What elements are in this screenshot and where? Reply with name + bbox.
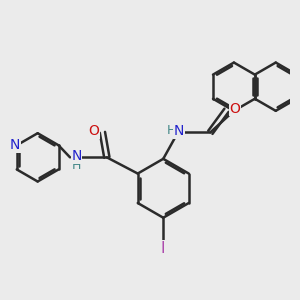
Text: O: O bbox=[89, 124, 100, 138]
Text: N: N bbox=[174, 124, 184, 138]
Text: H: H bbox=[72, 159, 81, 172]
Text: O: O bbox=[230, 102, 240, 116]
Text: H: H bbox=[167, 124, 176, 137]
Text: N: N bbox=[10, 138, 20, 152]
Text: I: I bbox=[161, 241, 166, 256]
Text: N: N bbox=[71, 149, 82, 163]
